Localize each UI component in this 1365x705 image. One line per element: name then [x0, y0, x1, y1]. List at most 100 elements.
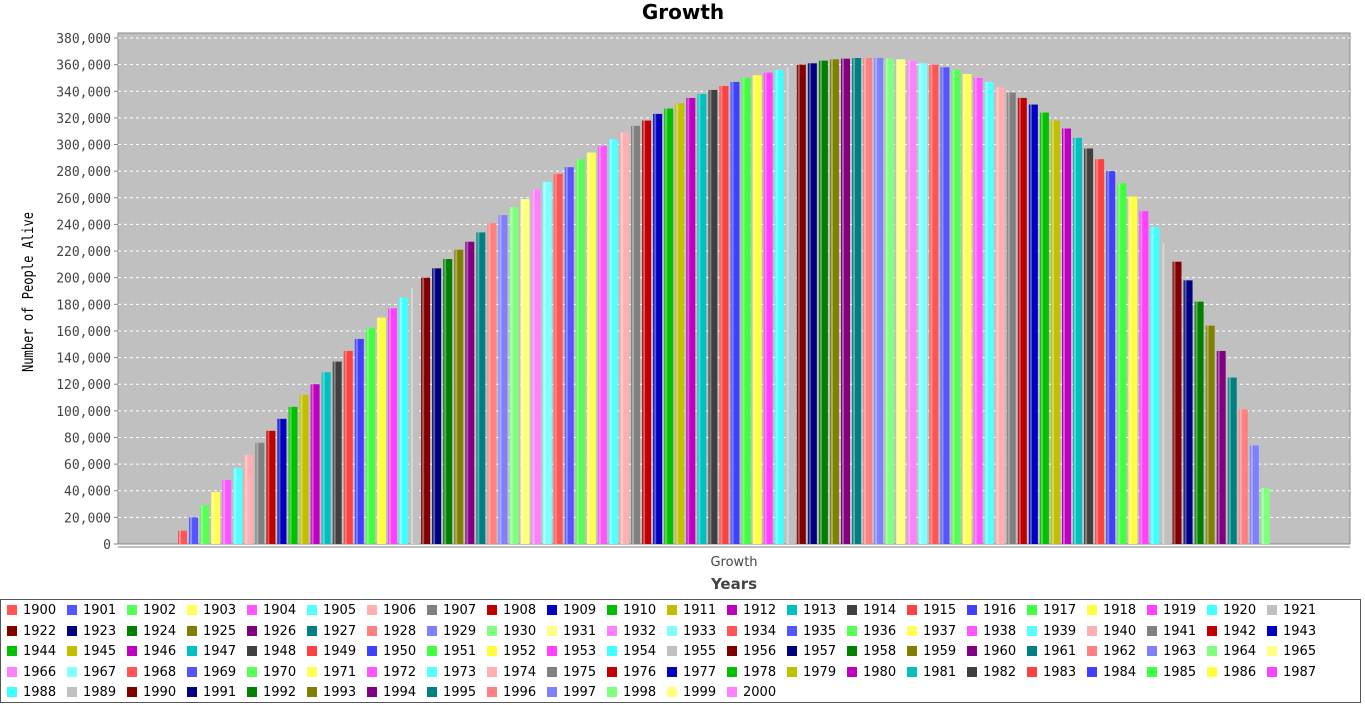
bar-1920 [399, 297, 408, 544]
legend-label: 1981 [923, 664, 957, 680]
bar-highlight [223, 480, 226, 544]
legend-swatch [187, 666, 197, 677]
legend-label: 1903 [203, 603, 237, 618]
legend-item-1943: 1943 [1267, 622, 1316, 642]
legend-label: 1921 [1283, 603, 1317, 618]
y-tick-label: 160,000 [56, 325, 111, 340]
legend-item-1995: 1995 [427, 683, 476, 703]
legend-item-1917: 1917 [1027, 601, 1076, 621]
legend-item-1976: 1976 [607, 663, 656, 683]
legend-item-1918: 1918 [1087, 601, 1136, 621]
legend-label: 1998 [623, 685, 657, 700]
bar-highlight [532, 189, 535, 545]
bar-1950 [730, 81, 740, 544]
bar-highlight [775, 69, 778, 545]
legend-label: 1908 [503, 603, 537, 618]
legend-label: 1915 [923, 603, 957, 618]
bar-1953 [763, 72, 773, 545]
legend-swatch [127, 605, 137, 615]
legend-label: 1960 [983, 644, 1017, 659]
legend-item-1957: 1957 [787, 642, 836, 662]
bar-highlight [632, 125, 635, 544]
legend-label: 1982 [983, 664, 1017, 680]
bar-1940 [620, 132, 629, 545]
bar-1926 [465, 241, 475, 545]
legend-swatch [547, 666, 557, 677]
legend-swatch [547, 646, 557, 656]
legend-label: 1956 [743, 644, 777, 659]
bar-highlight [687, 97, 690, 545]
legend-swatch [307, 605, 317, 615]
bar-highlight [808, 63, 811, 545]
legend-swatch [67, 605, 77, 615]
bar-highlight [709, 89, 712, 545]
legend-swatch [787, 666, 797, 677]
x-category-label: Growth [710, 555, 757, 570]
bar-highlight [300, 394, 303, 544]
legend-label: 1926 [263, 623, 297, 639]
bar-1949 [719, 85, 729, 544]
legend-item-1959: 1959 [907, 642, 956, 662]
bar-highlight [267, 430, 270, 544]
legend-label: 1906 [383, 603, 417, 618]
legend-label: 1924 [143, 623, 177, 639]
legend-label: 1977 [683, 664, 717, 680]
legend-label: 1989 [83, 685, 117, 700]
bar-1973 [984, 81, 994, 544]
legend-item-1985: 1985 [1147, 663, 1196, 683]
bar-1939 [608, 139, 618, 544]
legend-item-1904: 1904 [247, 601, 296, 621]
bar-highlight [388, 308, 391, 544]
legend-item-1987: 1987 [1267, 663, 1316, 683]
bar-1934 [553, 173, 563, 544]
legend-swatch [367, 666, 377, 677]
bar-1991 [1183, 280, 1193, 544]
legend-swatch [367, 605, 377, 615]
legend-label: 1995 [443, 685, 477, 700]
legend-swatch [1207, 625, 1217, 636]
legend-label: 1963 [1163, 644, 1197, 659]
bar-1901 [189, 517, 199, 544]
bar-1984 [1106, 171, 1116, 544]
bar-1903 [211, 492, 221, 544]
legend-item-1939: 1939 [1027, 622, 1076, 642]
x-axis-title: Years [710, 575, 757, 593]
bar-highlight [819, 60, 822, 544]
y-tick-label: 260,000 [56, 192, 111, 207]
legend-label: 1936 [863, 623, 897, 639]
legend-item-1986: 1986 [1207, 663, 1256, 683]
bars [178, 57, 1270, 545]
legend-label: 1937 [923, 623, 957, 639]
legend-swatch [7, 625, 17, 636]
bar-highlight [941, 67, 944, 544]
legend-label: 1964 [1223, 644, 1257, 659]
bar-1917 [365, 328, 375, 544]
legend-swatch [307, 687, 317, 697]
legend-item-1900: 1900 [7, 601, 56, 621]
legend-swatch [667, 605, 677, 615]
legend-swatch [427, 687, 437, 697]
legend-label: 1961 [1043, 644, 1077, 659]
bar-1967 [918, 63, 928, 545]
legend-label: 1913 [803, 603, 837, 618]
bar-highlight [333, 361, 336, 544]
legend-label: 1942 [1223, 623, 1257, 639]
legend-swatch [67, 625, 77, 636]
legend-label: 1966 [23, 664, 57, 680]
bar-1947 [697, 93, 707, 545]
legend-label: 1928 [383, 623, 417, 639]
legend-swatch [127, 687, 137, 697]
legend-swatch [667, 646, 677, 656]
legend-item-1930: 1930 [487, 622, 536, 642]
legend-item-1953: 1953 [547, 642, 596, 662]
legend-swatch [1267, 646, 1277, 656]
bar-1906 [244, 454, 254, 544]
legend-swatch [967, 605, 977, 615]
bar-1943 [653, 113, 663, 545]
legend-label: 1917 [1043, 603, 1077, 618]
bar-highlight [1007, 92, 1010, 544]
legend-label: 1940 [1103, 623, 1137, 639]
legend-item-1977: 1977 [667, 663, 716, 683]
bar-1944 [664, 108, 674, 544]
legend-item-1914: 1914 [847, 601, 896, 621]
